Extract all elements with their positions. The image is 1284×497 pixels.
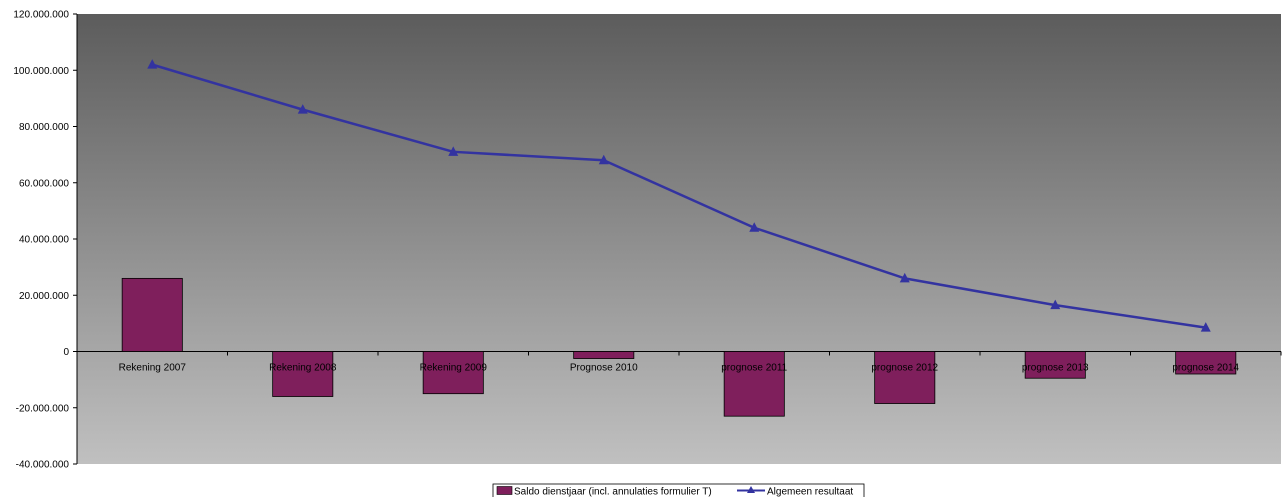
- y-tick-label: 40.000.000: [19, 235, 69, 246]
- x-tick-label: Rekening 2007: [119, 363, 187, 374]
- bar: [272, 351, 334, 397]
- legend-bar-label: Saldo dienstjaar (incl. annulaties formu…: [514, 487, 712, 497]
- legend-line-label: Algemeen resultaat: [767, 487, 853, 497]
- bar: [723, 351, 785, 417]
- bar: [573, 351, 635, 359]
- x-tick-label: Rekening 2009: [420, 363, 488, 374]
- legend: Saldo dienstjaar (incl. annulaties formu…: [492, 483, 865, 497]
- x-tick-label: Prognose 2010: [570, 363, 638, 374]
- line-marker: [1050, 299, 1061, 310]
- bar: [422, 351, 484, 395]
- y-tick-label: -20.000.000: [16, 403, 70, 414]
- line-marker: [598, 154, 609, 165]
- y-tick-label: 0: [63, 347, 69, 358]
- x-tick-label: prognose 2011: [721, 363, 787, 374]
- line-marker: [1200, 322, 1211, 332]
- y-tick-label: 80.000.000: [19, 122, 69, 133]
- y-tick-label: 20.000.000: [19, 291, 69, 302]
- line-series: [147, 59, 1211, 332]
- x-tick-label: prognose 2012: [871, 363, 938, 374]
- bar: [121, 277, 183, 352]
- line-marker: [749, 222, 760, 232]
- bar: [1024, 351, 1086, 379]
- legend-bar-swatch: [496, 486, 513, 495]
- line-marker: [297, 104, 308, 114]
- x-tick-label: prognose 2014: [1172, 363, 1239, 374]
- y-tick-label: -40.000.000: [16, 460, 70, 471]
- y-tick-label: 100.000.000: [13, 66, 69, 77]
- bar: [1175, 351, 1237, 375]
- y-tick-label: 120.000.000: [13, 10, 69, 21]
- line-marker: [147, 59, 158, 69]
- line-marker: [448, 146, 459, 156]
- plot-area: [77, 14, 1281, 464]
- y-tick-labels: 120.000.000 100.000.000 80.000.000 60.000.0…: [13, 10, 69, 471]
- category-labels: Rekening 2007 Rekening 2008 Rekening 2009 P…: [119, 363, 1240, 374]
- line-path: [151, 63, 1206, 329]
- bar-series: [121, 277, 1237, 417]
- y-tick-label: 60.000.000: [19, 178, 69, 189]
- x-tick-label: Rekening 2008: [269, 363, 337, 374]
- legend-box: [492, 483, 865, 497]
- line-marker: [899, 272, 910, 283]
- x-tick-label: prognose 2013: [1022, 363, 1089, 374]
- bar: [874, 351, 936, 404]
- legend-line-marker: [747, 486, 755, 493]
